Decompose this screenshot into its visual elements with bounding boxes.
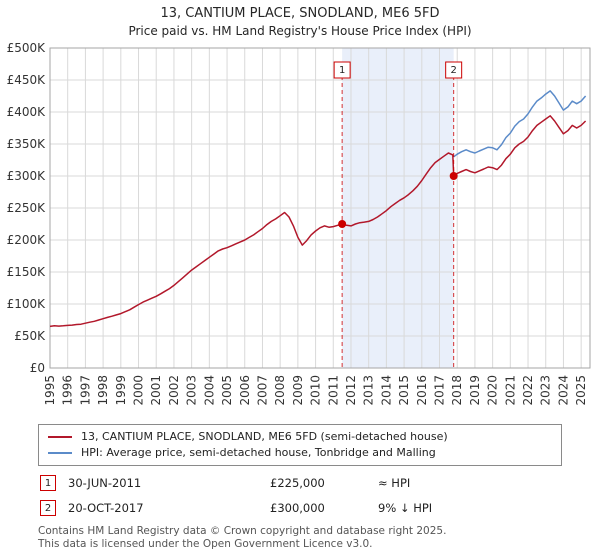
footer-line-2: This data is licensed under the Open Gov…: [38, 537, 373, 550]
sale-flag-number-1: 1: [339, 65, 345, 76]
y-tick-label: £0: [30, 361, 45, 375]
sale-row-1: 1 30-JUN-2011 £225,000 ≈ HPI: [40, 475, 600, 491]
y-tick-label: £150K: [7, 265, 47, 279]
sale-2-flag: 2: [40, 500, 56, 516]
x-tick-label: 2021: [503, 375, 517, 406]
x-tick-label: 2023: [539, 375, 553, 406]
x-tick-label: 2009: [291, 375, 305, 406]
y-tick-label: £450K: [7, 73, 47, 87]
sale-1-date: 30-JUN-2011: [68, 476, 142, 490]
footer-line-1: Contains HM Land Registry data © Crown c…: [38, 525, 447, 537]
sale-point-1: [338, 220, 347, 228]
page-subtitle: Price paid vs. HM Land Registry's House …: [128, 24, 472, 38]
price-chart-svg: 1 2 £0 £50K £100K £150K £200K £250K £300K £350K £4…: [7, 41, 591, 406]
license-footer: Contains HM Land Registry data © Crown c…: [38, 525, 600, 550]
sale-2-hpi-note: 9% ↓ HPI: [378, 501, 433, 515]
x-tick-label: 2004: [202, 375, 216, 406]
x-tick-label: 2005: [220, 375, 234, 406]
x-tick-label: 2011: [326, 375, 340, 406]
x-tick-label: 2001: [149, 375, 163, 406]
sale-row-2: 2 20-OCT-2017 £300,000 9% ↓ HPI: [40, 500, 600, 516]
y-tick-label: £350K: [7, 137, 47, 151]
plot-border: [49, 47, 591, 369]
x-tick-label: 1999: [114, 375, 128, 406]
y-tick-label: £500K: [7, 41, 47, 55]
x-tick-label: 1997: [78, 375, 92, 406]
x-tick-label: 2015: [397, 375, 411, 406]
hpi-line-swatch: [48, 452, 72, 454]
x-tick-label: 2000: [132, 375, 146, 406]
chart-legend: 13, CANTIUM PLACE, SNODLAND, ME6 5FD (se…: [38, 424, 562, 466]
sale-flag-number-2: 2: [450, 65, 456, 76]
price-chart: 1 2 £0 £50K £100K £150K £200K £250K £300K £350K £4…: [0, 40, 600, 424]
legend-item-property: 13, CANTIUM PLACE, SNODLAND, ME6 5FD (se…: [48, 429, 552, 445]
sale-flag-box-2: [445, 61, 463, 79]
x-tick-label: 2018: [450, 375, 464, 406]
sale-point-2: [449, 172, 458, 180]
y-tick-label: £50K: [14, 329, 46, 343]
x-tick-label: 2020: [486, 375, 500, 406]
y-tick-label: £400K: [7, 105, 47, 119]
page-title: 13, CANTIUM PLACE, SNODLAND, ME6 5FD: [160, 6, 440, 21]
y-tick-label: £200K: [7, 233, 47, 247]
y-tick-label: £100K: [7, 297, 47, 311]
x-tick-label: 2006: [238, 375, 252, 406]
property-line-swatch: [48, 436, 72, 438]
x-tick-label: 1998: [96, 375, 110, 406]
y-tick-label: £250K: [7, 201, 47, 215]
hpi-line: [453, 90, 587, 158]
sale-annotations: 1 30-JUN-2011 £225,000 ≈ HPI 2 20-OCT-20…: [0, 475, 600, 516]
x-tick-label: 2012: [344, 375, 358, 406]
legend-label-hpi: HPI: Average price, semi-detached house,…: [81, 446, 436, 459]
sale-2-price: £300,000: [270, 501, 325, 515]
sale-1-price: £225,000: [270, 476, 325, 490]
sale-1-hpi-note: ≈ HPI: [378, 476, 411, 490]
x-tick-label: 2003: [185, 375, 199, 406]
sale-2-date: 20-OCT-2017: [68, 501, 144, 515]
x-tick-label: 2017: [433, 375, 447, 406]
legend-item-hpi: HPI: Average price, semi-detached house,…: [48, 445, 552, 461]
x-tick-label: 2010: [309, 375, 323, 406]
x-tick-label: 2008: [273, 375, 287, 406]
x-tick-label: 2002: [167, 375, 181, 406]
x-tick-label: 1996: [61, 375, 75, 406]
x-tick-label: 2013: [362, 375, 376, 406]
legend-label-property: 13, CANTIUM PLACE, SNODLAND, ME6 5FD (se…: [81, 430, 448, 443]
x-tick-label: 1995: [43, 375, 57, 406]
y-tick-label: £300K: [7, 169, 47, 183]
x-tick-label: 2022: [521, 375, 535, 406]
property-price-line: [49, 115, 587, 328]
sale-1-flag: 1: [40, 475, 56, 491]
x-tick-label: 2016: [415, 375, 429, 406]
sale-flag-box-1: [333, 61, 351, 79]
x-tick-label: 2007: [255, 375, 269, 406]
x-tick-label: 2025: [574, 375, 588, 406]
x-tick-label: 2024: [556, 375, 570, 406]
x-tick-label: 2014: [379, 375, 393, 406]
x-tick-label: 2019: [468, 375, 482, 406]
